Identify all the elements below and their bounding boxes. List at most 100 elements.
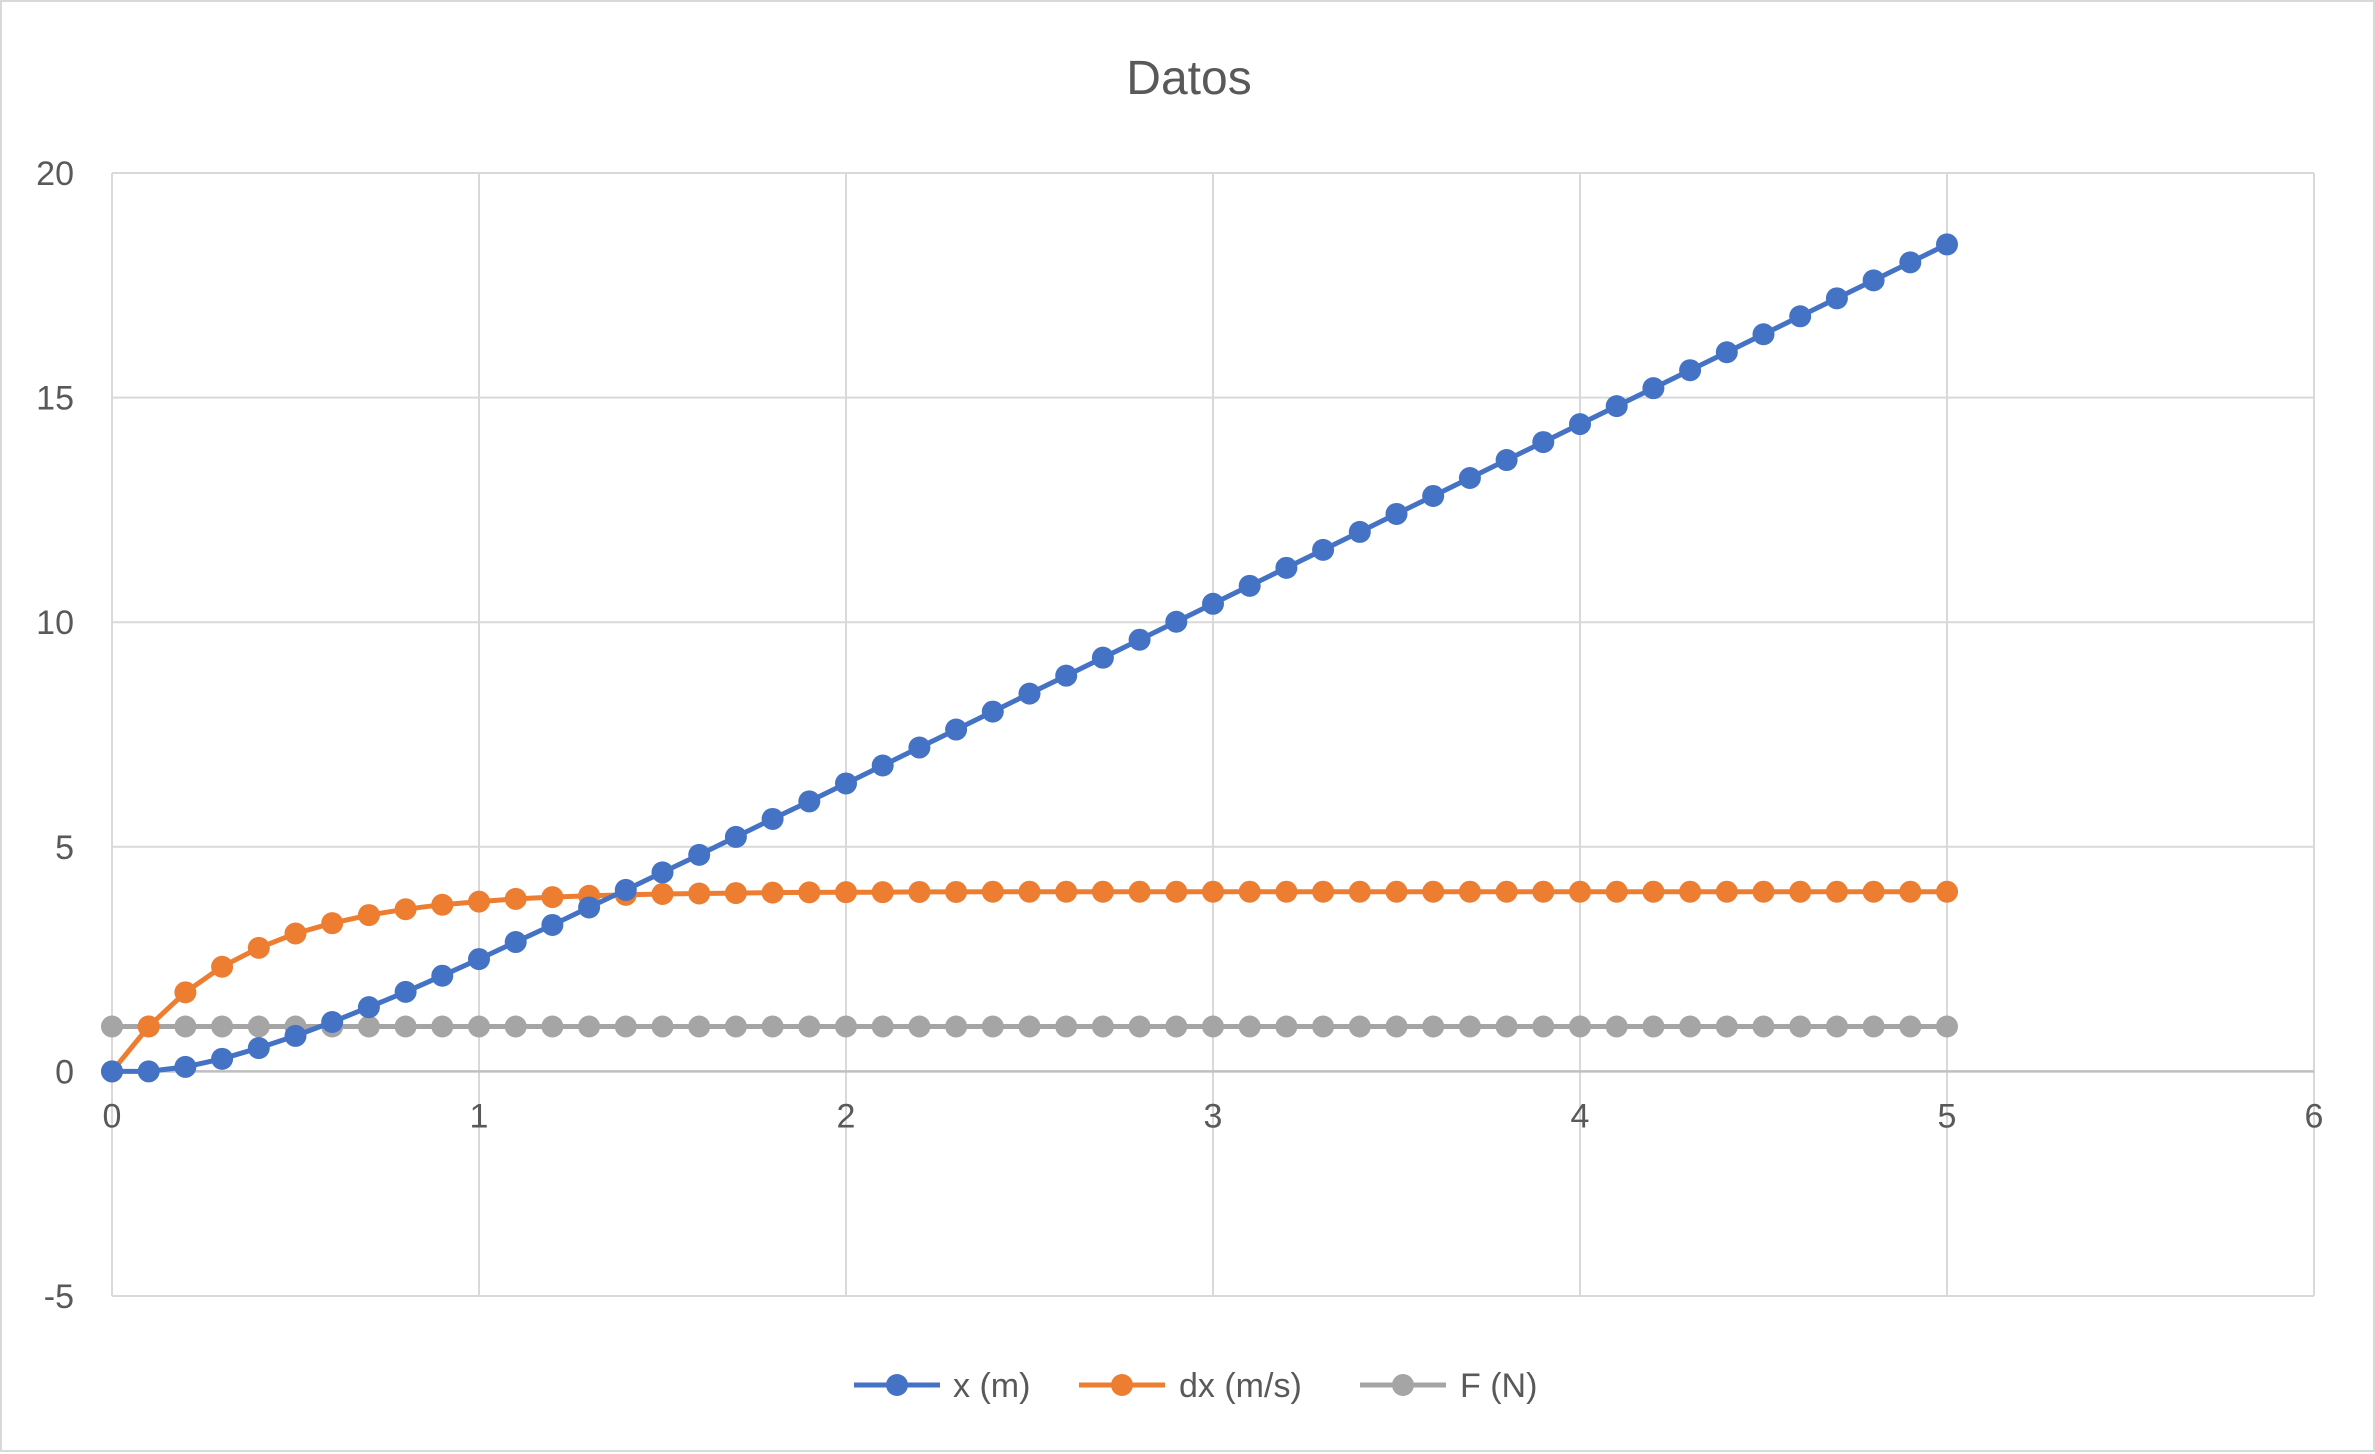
series-1 [101, 880, 1958, 1083]
data-point [908, 880, 931, 903]
data-point [1569, 1015, 1591, 1038]
data-point [174, 1015, 197, 1038]
data-point [1495, 880, 1518, 903]
data-point [688, 843, 711, 866]
data-point [1275, 556, 1298, 579]
data-point [1532, 431, 1555, 454]
data-point [1055, 664, 1078, 687]
data-point [1312, 538, 1335, 561]
data-point [1605, 395, 1628, 418]
data-point [1789, 880, 1812, 903]
data-point [357, 904, 380, 927]
data-point [1532, 880, 1555, 903]
data-point [247, 1015, 270, 1038]
data-point [1899, 1015, 1922, 1038]
data-point [137, 1060, 160, 1083]
x-tick-label: 2 [837, 1097, 856, 1135]
series-0 [101, 233, 1958, 1083]
data-point [945, 718, 968, 741]
x-tick-label: 3 [1204, 1097, 1223, 1135]
data-point [1202, 880, 1224, 903]
data-point [1385, 1015, 1408, 1038]
data-point [614, 878, 637, 901]
data-point [835, 1015, 857, 1038]
data-point [1018, 682, 1041, 705]
data-point [1055, 1015, 1078, 1038]
data-point [1275, 1015, 1298, 1038]
data-point [284, 1024, 307, 1047]
data-point [1422, 1015, 1445, 1038]
data-point [504, 887, 527, 910]
y-tick-label: -5 [44, 1278, 74, 1316]
data-point [541, 913, 564, 936]
data-point [908, 1015, 931, 1038]
data-point [1605, 1015, 1628, 1038]
data-point [504, 931, 527, 954]
data-point [1238, 1015, 1261, 1038]
x-tick-label: 6 [2305, 1097, 2324, 1135]
data-point [981, 700, 1004, 723]
data-point [1165, 1015, 1188, 1038]
data-point [1128, 628, 1151, 651]
x-tick-label: 1 [470, 1097, 489, 1135]
data-point [1715, 880, 1738, 903]
data-point [1312, 1015, 1335, 1038]
data-point [1055, 880, 1078, 903]
data-point [1202, 592, 1224, 615]
data-point [1715, 1015, 1738, 1038]
data-point [761, 881, 784, 904]
data-point [1348, 880, 1371, 903]
data-point [945, 1015, 968, 1038]
data-point [321, 912, 344, 935]
y-tick-label: 15 [36, 380, 74, 418]
data-point [871, 754, 894, 777]
data-point [1275, 880, 1298, 903]
data-point [1458, 467, 1481, 490]
data-point [651, 861, 674, 884]
data-point [1752, 323, 1775, 346]
data-point [871, 1015, 894, 1038]
data-point [651, 882, 674, 905]
data-point [1679, 880, 1702, 903]
data-point [247, 936, 270, 959]
data-point [174, 981, 197, 1004]
data-point [1495, 1015, 1518, 1038]
data-point [578, 896, 601, 919]
data-point [1642, 880, 1665, 903]
data-point [724, 825, 747, 848]
y-tick-label: 10 [36, 604, 74, 642]
data-point [247, 1037, 270, 1060]
data-point [1165, 880, 1188, 903]
data-point [1348, 1015, 1371, 1038]
data-point [468, 1015, 490, 1038]
data-point [284, 922, 307, 945]
data-point [1569, 880, 1591, 903]
data-point [468, 948, 490, 971]
data-point [357, 1015, 380, 1038]
data-point [357, 996, 380, 1019]
data-point [1789, 1015, 1812, 1038]
data-point [394, 980, 417, 1003]
data-point [1679, 359, 1702, 382]
data-point [1642, 1015, 1665, 1038]
data-point [798, 881, 821, 904]
grid-layer [111, 172, 2315, 1297]
x-tick-label: 0 [103, 1097, 122, 1135]
data-point [1899, 251, 1922, 274]
data-point [431, 1015, 454, 1038]
data-point [1936, 1015, 1958, 1038]
legend-item: dx (m/s) [1079, 1367, 1302, 1405]
data-point [981, 880, 1004, 903]
data-point [211, 1015, 234, 1038]
data-point [1385, 880, 1408, 903]
data-point [1238, 574, 1261, 597]
data-point [835, 881, 857, 904]
data-point [1679, 1015, 1702, 1038]
data-point [1862, 1015, 1885, 1038]
data-point [321, 1010, 344, 1033]
data-point [1605, 880, 1628, 903]
data-point [1312, 880, 1335, 903]
data-point [101, 1060, 123, 1083]
data-point [1899, 880, 1922, 903]
data-point [211, 955, 234, 978]
